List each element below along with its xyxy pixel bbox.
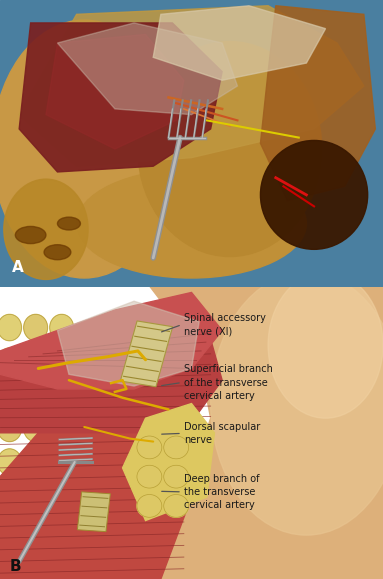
Ellipse shape (24, 516, 47, 543)
Ellipse shape (0, 482, 21, 509)
Text: Deep branch of
the transverse
cervical artery: Deep branch of the transverse cervical a… (184, 474, 259, 510)
Ellipse shape (50, 516, 74, 543)
Ellipse shape (268, 272, 383, 418)
Ellipse shape (50, 348, 74, 374)
Polygon shape (153, 6, 326, 80)
Ellipse shape (24, 382, 47, 408)
Polygon shape (0, 331, 222, 433)
Polygon shape (120, 321, 173, 387)
Ellipse shape (24, 550, 47, 576)
Polygon shape (57, 301, 199, 386)
Ellipse shape (24, 482, 47, 509)
Ellipse shape (0, 516, 21, 543)
Ellipse shape (24, 449, 47, 475)
Ellipse shape (211, 272, 383, 535)
Ellipse shape (15, 226, 46, 244)
Ellipse shape (0, 550, 21, 576)
Ellipse shape (0, 415, 21, 442)
Ellipse shape (50, 415, 74, 442)
Polygon shape (123, 404, 214, 521)
Polygon shape (46, 34, 184, 149)
Ellipse shape (0, 449, 21, 475)
Ellipse shape (164, 494, 188, 517)
Polygon shape (19, 6, 364, 166)
Ellipse shape (77, 169, 306, 278)
Ellipse shape (260, 141, 368, 250)
Ellipse shape (164, 466, 188, 488)
Ellipse shape (50, 550, 74, 576)
Text: Dorsal scapular
nerve: Dorsal scapular nerve (184, 422, 260, 445)
Ellipse shape (0, 348, 21, 374)
Ellipse shape (0, 20, 176, 278)
Polygon shape (146, 281, 383, 579)
Ellipse shape (50, 382, 74, 408)
Ellipse shape (44, 245, 71, 260)
Ellipse shape (24, 348, 47, 374)
Polygon shape (0, 292, 222, 389)
Text: Spinal accessory
nerve (XI): Spinal accessory nerve (XI) (184, 313, 266, 336)
Text: B: B (10, 559, 21, 574)
Ellipse shape (138, 42, 322, 256)
Ellipse shape (137, 436, 162, 459)
Text: Superficial branch
of the transverse
cervical artery: Superficial branch of the transverse cer… (184, 364, 273, 401)
Ellipse shape (24, 415, 47, 442)
Ellipse shape (50, 482, 74, 509)
Text: A: A (11, 261, 23, 275)
Ellipse shape (0, 382, 21, 408)
Ellipse shape (24, 314, 47, 340)
Polygon shape (19, 23, 222, 172)
Ellipse shape (137, 466, 162, 488)
Ellipse shape (137, 494, 162, 517)
Ellipse shape (4, 179, 88, 280)
Polygon shape (260, 6, 375, 201)
Ellipse shape (50, 314, 74, 340)
Ellipse shape (164, 436, 188, 459)
Polygon shape (77, 492, 110, 532)
Ellipse shape (50, 449, 74, 475)
Polygon shape (0, 433, 192, 579)
Ellipse shape (57, 217, 80, 230)
Ellipse shape (0, 314, 21, 340)
Polygon shape (57, 23, 237, 115)
